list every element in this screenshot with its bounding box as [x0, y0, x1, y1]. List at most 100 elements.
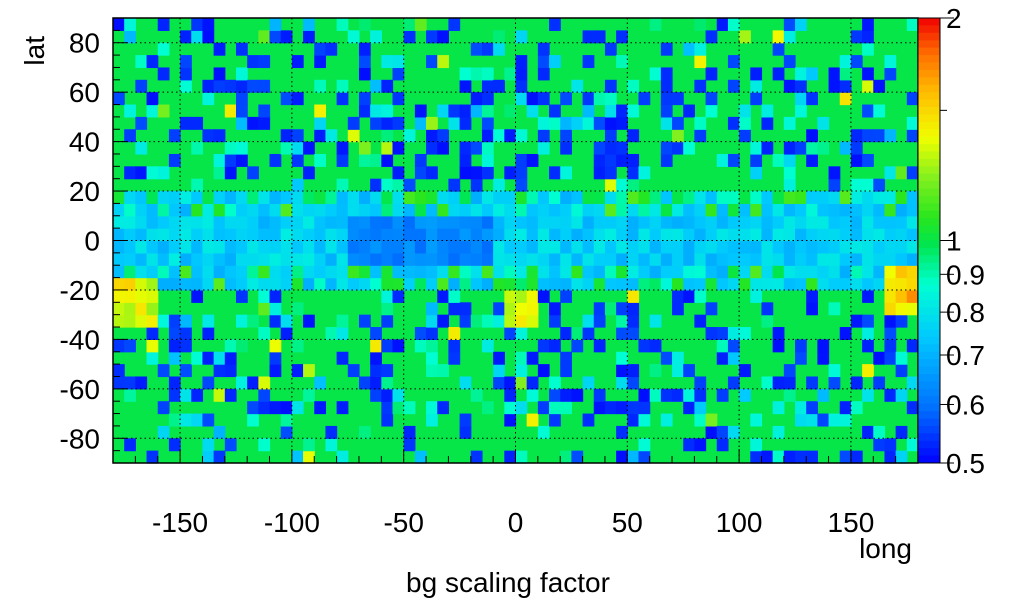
heatmap-cell [358, 42, 371, 56]
heatmap-cell [213, 166, 226, 180]
heatmap-cell [448, 215, 461, 229]
heatmap-cell [224, 364, 237, 378]
heatmap-cell [828, 67, 841, 81]
colorbar-swatch [918, 299, 940, 308]
heatmap-cell [280, 327, 293, 340]
heatmap-cell [660, 191, 673, 205]
heatmap-cell [381, 55, 394, 69]
heatmap-cell [213, 252, 226, 266]
heatmap-cell [649, 364, 662, 378]
heatmap-cell [839, 141, 852, 155]
heatmap-cell [470, 215, 483, 229]
heatmap-cell [537, 42, 550, 56]
heatmap-cell [839, 265, 852, 279]
heatmap-cell [336, 351, 349, 365]
heatmap-cell [549, 401, 561, 415]
heatmap-cell [358, 252, 371, 266]
heatmap-cell [627, 450, 640, 464]
heatmap-cell [839, 92, 852, 106]
heatmap-cell [739, 265, 751, 279]
heatmap-cell [806, 203, 818, 217]
heatmap-cell [303, 364, 315, 378]
heatmap-cell [258, 277, 271, 291]
heatmap-cell [616, 191, 628, 205]
heatmap-cell [593, 240, 606, 254]
heatmap-cell [526, 314, 539, 328]
heatmap-cell [672, 252, 684, 266]
heatmap-cell [146, 327, 159, 340]
heatmap-cell [347, 265, 360, 279]
heatmap-cell [392, 55, 405, 69]
heatmap-cell [795, 339, 807, 353]
heatmap-cell [426, 265, 438, 279]
heatmap-cell [672, 215, 684, 229]
heatmap-cell [269, 191, 282, 205]
heatmap-cell [448, 339, 461, 353]
heatmap-cell [672, 141, 684, 155]
heatmap-cell [314, 55, 327, 69]
heatmap-cell [750, 141, 763, 155]
heatmap-cell [481, 314, 494, 328]
heatmap-cell [582, 240, 595, 254]
heatmap-cell [549, 240, 561, 254]
heatmap-cell [191, 203, 204, 217]
heatmap-cell [459, 277, 472, 291]
colorbar-swatch [918, 322, 940, 330]
heatmap-cell [582, 203, 595, 217]
heatmap-cell [124, 191, 136, 205]
heatmap-cell [303, 240, 315, 254]
heatmap-cell [336, 92, 349, 106]
heatmap-cell [537, 203, 550, 217]
heatmap-cell [850, 203, 863, 217]
heatmap-cell [806, 252, 818, 266]
heatmap-cell [291, 450, 304, 464]
colorbar-swatch [918, 418, 940, 427]
x-axis-label: long [859, 533, 912, 564]
heatmap-cell [191, 277, 204, 291]
heatmap-cell [772, 339, 785, 353]
heatmap-cell [817, 215, 830, 229]
heatmap-cell [515, 166, 528, 180]
heatmap-cell [113, 277, 125, 291]
heatmap-cell [683, 215, 695, 229]
y-tick-label: 0 [84, 226, 100, 257]
heatmap-cell [884, 277, 897, 291]
heatmap-cell [828, 376, 841, 390]
heatmap-cell [560, 388, 573, 402]
heatmap-cell [817, 240, 830, 254]
heatmap-cell [660, 252, 673, 266]
heatmap-cell [426, 277, 438, 291]
heatmap-cell [224, 252, 237, 266]
heatmap-cell [906, 215, 919, 229]
heatmap-cell [627, 215, 640, 229]
heatmap-cell [358, 203, 371, 217]
heatmap-cell [795, 203, 807, 217]
heatmap-cell [537, 277, 550, 291]
heatmap-cell [772, 265, 785, 279]
heatmap-cell [459, 376, 472, 390]
heatmap-cell [370, 376, 382, 390]
heatmap-cell [113, 376, 125, 390]
heatmap-cell [537, 265, 550, 279]
heatmap-cell [247, 116, 259, 130]
heatmap-cell [806, 302, 818, 316]
heatmap-cell [750, 92, 763, 106]
heatmap-cell [459, 67, 472, 81]
heatmap-cell [672, 364, 684, 378]
heatmap-cell [336, 252, 349, 266]
heatmap-cell [582, 92, 595, 106]
heatmap-cell [795, 265, 807, 279]
heatmap-cell [448, 289, 461, 303]
heatmap-cell [638, 339, 651, 353]
heatmap-cell [672, 116, 684, 130]
heatmap-cell [180, 265, 192, 279]
heatmap-cell [303, 191, 315, 205]
heatmap-cell [437, 30, 450, 44]
heatmap-cell [873, 240, 886, 254]
heatmap-cell [191, 191, 204, 205]
heatmap-cell [180, 388, 192, 402]
heatmap-cell [459, 166, 472, 180]
heatmap-cell [739, 30, 751, 44]
heatmap-cell [358, 215, 371, 229]
heatmap-cell [235, 104, 248, 118]
